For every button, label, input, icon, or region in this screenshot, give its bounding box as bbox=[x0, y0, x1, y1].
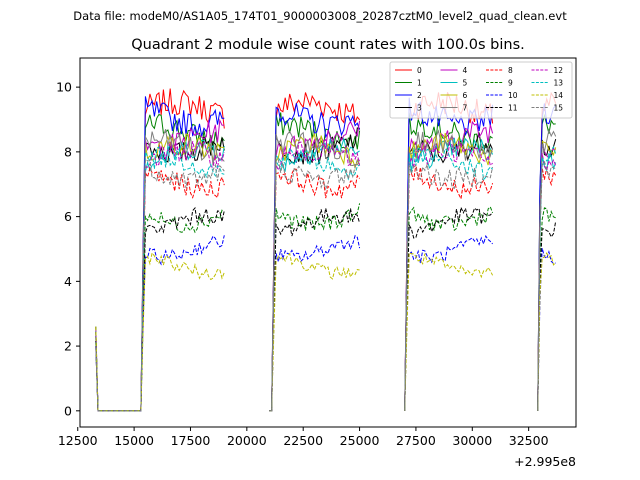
series-line-10 bbox=[95, 235, 225, 412]
series-line-7 bbox=[404, 129, 494, 411]
legend-label-5: 5 bbox=[463, 78, 468, 87]
series-line-14 bbox=[537, 252, 557, 411]
x-tick-label: 22500 bbox=[283, 433, 323, 448]
x-tick-label: 30000 bbox=[452, 433, 492, 448]
series-line-4 bbox=[269, 120, 361, 412]
legend-label-3: 3 bbox=[417, 103, 422, 112]
chart-title: Quadrant 2 module wise count rates with … bbox=[131, 37, 525, 53]
series-line-15 bbox=[269, 159, 360, 412]
x-tick-label: 17500 bbox=[171, 433, 211, 448]
series-line-7 bbox=[269, 130, 361, 412]
legend-label-6: 6 bbox=[463, 91, 468, 100]
series-line-15 bbox=[537, 160, 556, 411]
legend-label-12: 12 bbox=[554, 66, 564, 75]
x-tick-label: 25000 bbox=[340, 433, 380, 448]
legend-label-13: 13 bbox=[554, 78, 564, 87]
plot-area bbox=[80, 58, 576, 427]
legend-label-2: 2 bbox=[417, 91, 422, 100]
series-line-1 bbox=[269, 112, 361, 412]
series-line-9 bbox=[269, 203, 361, 412]
series-line-8 bbox=[537, 167, 557, 411]
y-tick-label: 2 bbox=[64, 339, 72, 354]
series-line-6 bbox=[269, 132, 361, 412]
legend-box bbox=[389, 61, 573, 119]
series-line-12 bbox=[269, 138, 361, 412]
legend-label-4: 4 bbox=[463, 66, 468, 75]
x-tick-label: 20000 bbox=[227, 433, 267, 448]
legend-label-1: 1 bbox=[417, 78, 422, 87]
series-line-14 bbox=[404, 252, 494, 411]
axes-frame bbox=[79, 57, 577, 428]
legend-label-15: 15 bbox=[554, 103, 564, 112]
series-line-10 bbox=[404, 234, 493, 411]
legend-label-8: 8 bbox=[508, 66, 513, 75]
y-tick-label: 10 bbox=[56, 80, 72, 95]
legend-label-9: 9 bbox=[508, 78, 513, 87]
series-line-15 bbox=[404, 162, 494, 411]
series-line-11 bbox=[404, 205, 493, 411]
ticks-layer: 12500 15000 17500 20000 22500 25000 27500 30000… bbox=[56, 80, 548, 448]
y-tick-label: 0 bbox=[64, 403, 72, 418]
legend-label-11: 11 bbox=[508, 103, 518, 112]
series-line-12 bbox=[404, 140, 493, 411]
x-tick-label: 32500 bbox=[509, 433, 549, 448]
series-line-11 bbox=[269, 208, 361, 412]
series-line-10 bbox=[537, 248, 556, 411]
series-line-14 bbox=[269, 252, 360, 412]
series-line-0 bbox=[269, 92, 360, 412]
series-line-11 bbox=[95, 206, 225, 412]
legend-label-10: 10 bbox=[508, 91, 518, 100]
series-line-8 bbox=[269, 168, 360, 412]
y-tick-label: 4 bbox=[64, 274, 72, 289]
x-tick-label: 27500 bbox=[396, 433, 436, 448]
series-line-9 bbox=[537, 207, 556, 411]
series-line-11 bbox=[537, 221, 557, 411]
figure-suptitle: Data file: modeM0/AS1A05_174T01_90000030… bbox=[73, 9, 567, 23]
x-tick-label: 15000 bbox=[114, 433, 154, 448]
x-tick-label: 12500 bbox=[58, 433, 98, 448]
series-line-9 bbox=[404, 206, 494, 411]
y-tick-label: 8 bbox=[64, 144, 72, 159]
series-line-13 bbox=[404, 145, 493, 411]
x-offset-label: +2.995e8 bbox=[514, 454, 576, 469]
series-line-14 bbox=[95, 251, 225, 412]
series-line-8 bbox=[404, 163, 494, 411]
y-tick-label: 6 bbox=[64, 209, 72, 224]
series-line-13 bbox=[269, 146, 360, 412]
legend-label-14: 14 bbox=[554, 91, 564, 100]
series-line-15 bbox=[95, 158, 225, 412]
series-line-4 bbox=[404, 120, 494, 411]
series-line-10 bbox=[269, 234, 361, 412]
legend-label-0: 0 bbox=[417, 66, 422, 75]
legend-label-7: 7 bbox=[463, 103, 468, 112]
